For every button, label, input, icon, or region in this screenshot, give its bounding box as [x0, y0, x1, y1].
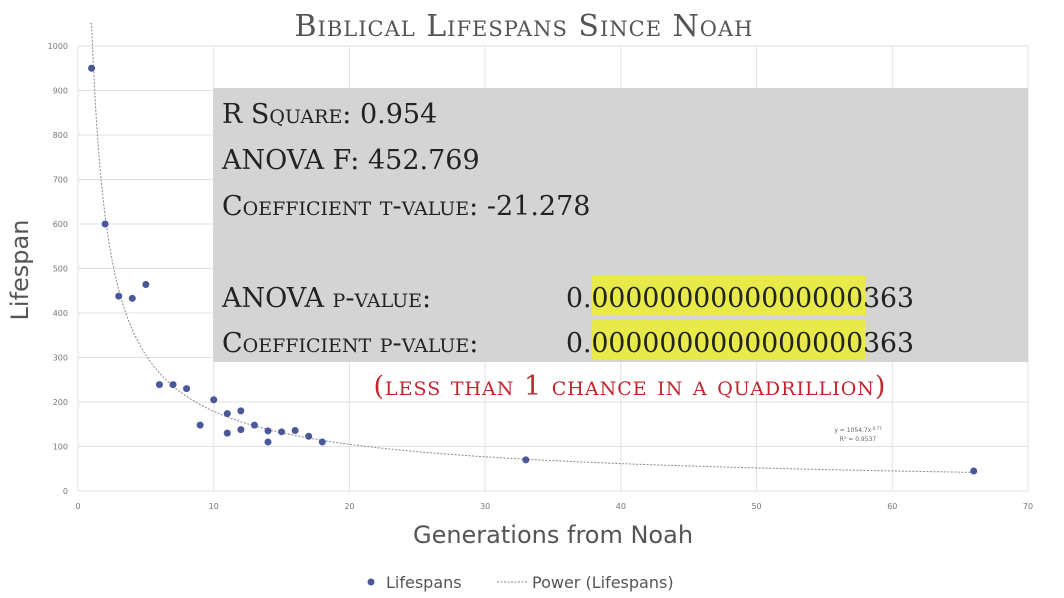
x-tick-label: 10: [209, 502, 219, 511]
point: [169, 381, 177, 389]
point: [223, 429, 231, 437]
trend-equation: y = 1054.7x-0.77: [834, 426, 882, 434]
y-tick-label: 200: [53, 398, 68, 407]
y-tick-label: 700: [53, 176, 68, 185]
point: [264, 438, 272, 446]
y-tick-label: 300: [53, 354, 68, 363]
point: [237, 407, 245, 415]
y-tick-label: 500: [53, 265, 68, 274]
legend: Lifespans Power (Lifespans): [367, 573, 674, 592]
y-tick-label: 0: [63, 487, 68, 496]
y-tick-label: 400: [53, 309, 68, 318]
equation-exponent: -0.77: [871, 426, 882, 431]
y-axis-label: Lifespan: [6, 220, 34, 321]
point: [278, 428, 286, 436]
point: [101, 220, 109, 228]
legend-label: Power (Lifespans): [532, 573, 674, 592]
stats-background: [213, 88, 1028, 362]
point: [142, 281, 150, 289]
point: [305, 432, 313, 440]
trendline: [90, 23, 973, 473]
point: [196, 421, 204, 429]
stat-label: R Square: 0.954: [222, 99, 437, 130]
legend-marker: [367, 578, 375, 586]
point: [522, 456, 530, 464]
y-tick-label: 100: [53, 443, 68, 452]
point: [264, 427, 272, 435]
point: [970, 467, 978, 475]
x-tick-label: 40: [616, 502, 626, 511]
equation: y = 1054.7x: [834, 427, 871, 434]
y-tick-label: 800: [53, 131, 68, 140]
point: [237, 426, 245, 434]
x-tick-label: 20: [344, 502, 354, 511]
point: [183, 385, 191, 393]
y-tick-label: 1000: [48, 42, 68, 51]
stat-note: (less than 1 chance in a quadrillion): [374, 371, 887, 402]
plot: y = 1054.7x-0.77 R² = 0.9537: [88, 23, 978, 475]
trend-r-squared: R² = 0.9537: [840, 436, 877, 443]
stat-label: ANOVA p-value:: [221, 283, 431, 314]
point: [250, 421, 258, 429]
stat-value: 0.0000000000000000363: [566, 328, 914, 359]
highlight: [592, 276, 866, 316]
stat-label: ANOVA F: 452.769: [221, 145, 480, 176]
y-tick-label: 600: [53, 220, 68, 229]
point: [128, 294, 136, 302]
x-tick-label: 0: [75, 502, 80, 511]
point: [210, 396, 218, 404]
point: [291, 426, 299, 434]
x-tick-label: 60: [887, 502, 897, 511]
x-tick-label: 70: [1023, 502, 1033, 511]
point: [88, 64, 96, 72]
stat-label: Coefficient p-value:: [222, 328, 478, 359]
x-tick-label: 30: [480, 502, 490, 511]
point: [318, 438, 326, 446]
legend-label: Lifespans: [386, 573, 462, 592]
point: [223, 410, 231, 418]
stats-box: R Square: 0.954 ANOVA F: 452.769 Coefficie…: [213, 88, 1028, 402]
highlight: [592, 320, 866, 360]
x-tick-label: 50: [751, 502, 761, 511]
chart-title: Biblical Lifespans Since Noah: [295, 9, 754, 44]
y-tick-label: 900: [53, 87, 68, 96]
stat-value: 0.0000000000000000363: [566, 283, 914, 314]
point: [155, 381, 163, 389]
stat-label: Coefficient t-value: -21.278: [222, 191, 590, 222]
x-axis-label: Generations from Noah: [413, 521, 693, 549]
point: [115, 292, 123, 300]
